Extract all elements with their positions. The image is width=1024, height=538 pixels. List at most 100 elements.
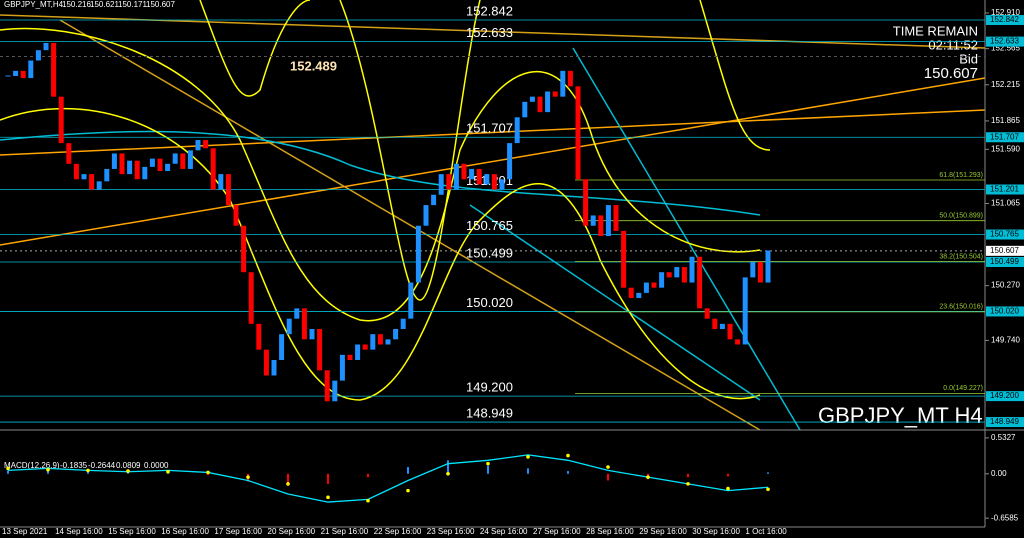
x-tick-label: 23 Sep 16:00 [427, 527, 475, 536]
trendline [0, 14, 986, 49]
axis-box [986, 391, 1024, 402]
axis-box-label: 151.201 [990, 185, 1019, 194]
candle [681, 267, 687, 283]
candle [621, 230, 627, 288]
axis-box [986, 306, 1024, 317]
level-label: 150.765 [466, 218, 513, 233]
signal-dot [286, 482, 290, 486]
axis-box-label: 150.020 [990, 307, 1019, 316]
candle [43, 42, 49, 51]
candle [408, 282, 414, 319]
axis-box-label: 152.633 [990, 37, 1019, 46]
x-tick-label: 13 Sep 2021 [2, 527, 48, 536]
ohlc-value: 150.171 [118, 0, 147, 9]
candle [142, 166, 148, 180]
signal-dot [766, 487, 770, 492]
candle [537, 96, 543, 113]
macd-bar [447, 460, 449, 474]
candle [415, 225, 421, 283]
candle [58, 96, 64, 144]
candle [560, 70, 566, 97]
level-label: 152.489 [290, 58, 337, 73]
candle [134, 160, 140, 180]
fib-label: 0.0(149.227) [943, 385, 983, 392]
signal-dot [406, 488, 410, 493]
candle [35, 50, 41, 61]
signal-dot [526, 455, 530, 459]
time-remain-label: TIME REMAIN [893, 23, 978, 38]
candle [393, 329, 399, 340]
macd-bar [127, 472, 129, 474]
candle [476, 168, 482, 185]
x-tick-label: 20 Sep 16:00 [268, 527, 316, 536]
signal-dot [326, 495, 330, 500]
candle [51, 42, 57, 97]
candle [279, 334, 285, 360]
macd-bar [607, 473, 609, 481]
y-tick-label: 151.865 [991, 116, 1020, 125]
candle [674, 267, 680, 278]
y-tick-label: 149.740 [991, 335, 1020, 344]
candle [13, 70, 19, 77]
y-tick-label: 152.565 [991, 44, 1020, 53]
macd-bar [327, 473, 329, 484]
candle [666, 272, 672, 278]
candle [233, 205, 239, 226]
bid-box [986, 245, 1024, 256]
candle [203, 140, 209, 149]
axis-box [986, 256, 1024, 267]
macd-reading: -0.1835 [60, 461, 88, 470]
signal-dot [566, 453, 570, 458]
axis-box-label: 149.200 [990, 391, 1019, 400]
axis-box-label: 152.842 [990, 15, 1019, 24]
level-label: 150.499 [466, 245, 513, 260]
signal-dot [686, 482, 690, 486]
candle [28, 60, 34, 79]
candle [301, 308, 307, 340]
axis-box [986, 417, 1024, 428]
candle [81, 174, 87, 180]
candle [66, 143, 72, 164]
candle [332, 380, 338, 402]
candle [522, 101, 528, 118]
candle [271, 359, 277, 376]
band [339, 0, 481, 301]
y-tick-label: 0.5327 [991, 433, 1016, 442]
candle [104, 168, 110, 182]
candle [757, 261, 763, 283]
trendline [0, 109, 986, 156]
signal-dot [86, 468, 90, 473]
signal-dot [446, 471, 450, 476]
watermark: GBPJPY_MT H4 [818, 403, 983, 428]
candle [651, 282, 657, 288]
candle [119, 153, 125, 175]
signal-dot [606, 465, 610, 469]
candle [590, 215, 596, 226]
candle [689, 256, 695, 283]
candle [499, 179, 505, 190]
time-remain: 02:11:52 [928, 37, 978, 52]
candle [263, 349, 269, 376]
drawings [0, 0, 986, 431]
band [0, 27, 761, 322]
level-label: 152.633 [466, 25, 513, 40]
y-tick-label: 150.270 [991, 281, 1020, 290]
y-tick-label: 152.215 [991, 80, 1020, 89]
axis-box [986, 229, 1024, 240]
candle [362, 344, 368, 350]
candle [583, 179, 589, 226]
macd-bar [527, 468, 529, 474]
macd-reading: 0.0000 [144, 461, 169, 470]
bid-box-label: 150.607 [990, 246, 1019, 255]
level-label: 150.020 [466, 295, 513, 310]
ohlc-value: 150.621 [90, 0, 119, 9]
candle [719, 323, 725, 330]
level-label: 151.707 [466, 121, 513, 136]
candle [218, 174, 224, 190]
x-tick-label: 21 Sep 16:00 [321, 527, 369, 536]
x-tick-label: 16 Sep 16:00 [161, 527, 209, 536]
signal-dot [206, 470, 210, 475]
candle [545, 91, 551, 113]
